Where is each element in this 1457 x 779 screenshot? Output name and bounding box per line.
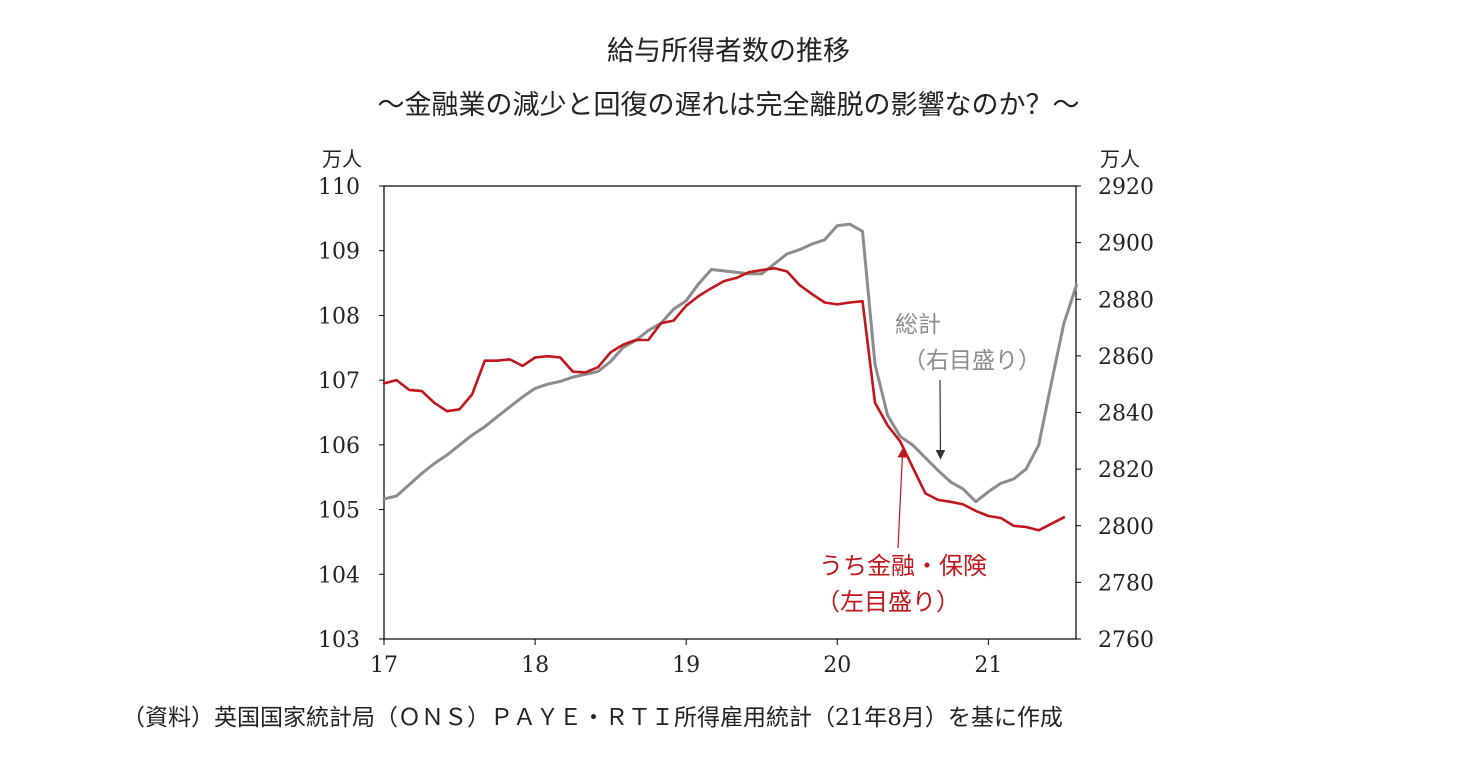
annotation-total-axis-note: （右目盛り） [903, 348, 1041, 374]
x-axis-tick-label: 19 [672, 653, 700, 678]
x-axis-tick-label: 21 [974, 653, 1002, 678]
right-axis-tick-label: 2800 [1098, 515, 1154, 540]
left-axis-tick-label: 104 [318, 563, 360, 588]
right-axis-tick-label: 2900 [1098, 232, 1154, 257]
annotation-total-label: 総計 [895, 312, 941, 338]
left-axis-tick-label: 110 [318, 175, 360, 200]
left-axis-tick-label: 105 [318, 499, 360, 524]
right-axis-tick-label: 2760 [1098, 628, 1154, 653]
x-axis-tick-label: 18 [521, 653, 549, 678]
x-axis-tick-label: 17 [370, 653, 398, 678]
right-axis-tick-label: 2880 [1098, 288, 1154, 313]
axes: 103 104 105 106 107 108 109 110 万人 2760 2780 2800 28… [318, 147, 1154, 678]
left-axis-unit: 万人 [322, 147, 362, 171]
left-axis-tick-label: 107 [318, 369, 360, 394]
annotation-finance-arrow [897, 447, 908, 549]
chart-subtitle: ～金融業の減少と回復の遅れは完全離脱の影響なのか？～ [377, 90, 1080, 121]
left-axis-tick-label: 109 [318, 240, 360, 265]
series-line-finance [382, 266, 1066, 532]
left-axis-tick-label: 106 [318, 434, 360, 459]
right-axis-unit: 万人 [1100, 147, 1140, 171]
annotations: 総計 （右目盛り） うち金融・保険 （左目盛り） [816, 312, 1041, 616]
right-axis-tick-label: 2780 [1098, 571, 1154, 596]
annotation-total-arrow [935, 379, 946, 460]
right-axis-tick-label: 2840 [1098, 402, 1154, 427]
chart-title: 給与所得者数の推移 [607, 36, 850, 67]
right-axis-tick-label: 2920 [1098, 175, 1154, 200]
right-axis-tick-label: 2820 [1098, 458, 1154, 483]
x-axis-tick-label: 20 [823, 653, 851, 678]
dual-axis-line-chart: 103 104 105 106 107 108 109 110 万人 2760 2780 2800 28… [318, 147, 1154, 678]
left-axis-tick-label: 108 [318, 304, 360, 329]
annotation-finance-label: うち金融・保険 [819, 552, 987, 580]
source-note: （資料）英国国家統計局（ＯＮＳ）ＰＡＹＥ・ＲＴＩ所得雇用統計（21年8月）を基に… [122, 705, 1063, 731]
series-line-total [382, 222, 1078, 504]
right-axis-tick-label: 2860 [1098, 345, 1154, 370]
annotation-finance-axis-note: （左目盛り） [816, 588, 960, 616]
left-axis-tick-label: 103 [318, 628, 360, 653]
series-lines [382, 222, 1078, 532]
